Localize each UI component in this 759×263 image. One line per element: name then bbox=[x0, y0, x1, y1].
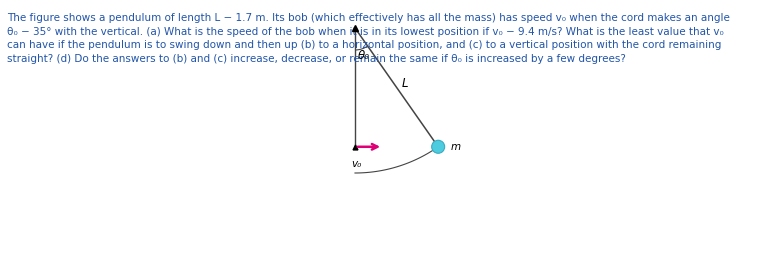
Text: θ₀ − 35° with the vertical. (a) What is the speed of the bob when it is in its l: θ₀ − 35° with the vertical. (a) What is … bbox=[7, 27, 724, 37]
Text: L: L bbox=[402, 77, 408, 90]
Text: θ₀: θ₀ bbox=[358, 49, 370, 63]
Text: The figure shows a pendulum of length L − 1.7 m. Its bob (which effectively has : The figure shows a pendulum of length L … bbox=[7, 13, 730, 23]
Text: straight? (d) Do the answers to (b) and (c) increase, decrease, or remain the sa: straight? (d) Do the answers to (b) and … bbox=[7, 54, 626, 64]
Text: can have if the pendulum is to swing down and then up (b) to a horizontal positi: can have if the pendulum is to swing dow… bbox=[7, 40, 721, 50]
Text: v₀: v₀ bbox=[351, 159, 361, 169]
Text: m: m bbox=[451, 142, 461, 152]
Circle shape bbox=[432, 140, 445, 153]
